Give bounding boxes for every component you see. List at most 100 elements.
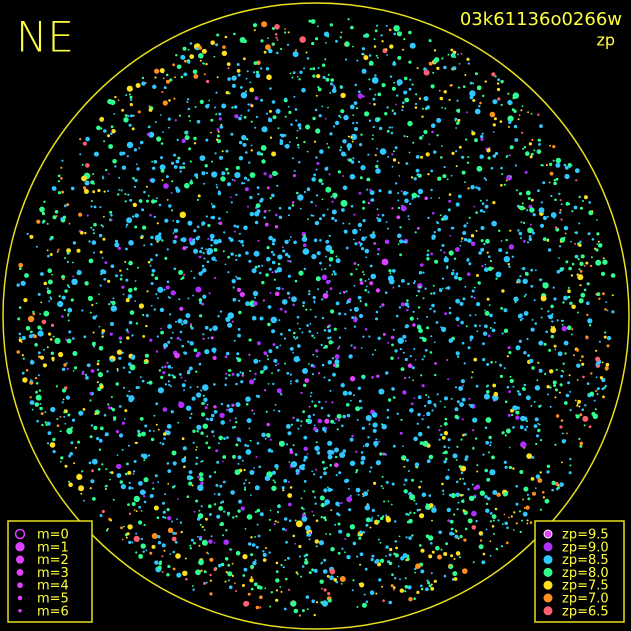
star [169, 553, 172, 555]
star [501, 523, 504, 525]
star [534, 385, 541, 391]
star [381, 40, 384, 43]
star [398, 306, 402, 309]
star [271, 372, 273, 374]
star [289, 486, 293, 489]
star [414, 106, 418, 109]
star [97, 359, 100, 363]
star [95, 315, 98, 317]
star [381, 83, 386, 88]
star [206, 435, 209, 438]
star [50, 323, 55, 327]
star [111, 408, 116, 412]
star [49, 296, 52, 299]
star [216, 514, 221, 519]
star [245, 396, 251, 403]
star [36, 419, 39, 423]
star [138, 505, 142, 509]
star [160, 142, 164, 145]
star [209, 592, 213, 596]
star [314, 220, 320, 226]
star [528, 235, 532, 238]
star [152, 482, 155, 484]
star [274, 24, 280, 30]
star [235, 443, 239, 447]
star [570, 274, 574, 277]
star [199, 537, 202, 541]
star [412, 310, 415, 313]
star [272, 238, 276, 243]
star [244, 187, 249, 192]
star [311, 510, 314, 513]
star [359, 228, 362, 231]
star [261, 159, 266, 164]
star [237, 462, 240, 465]
star [489, 327, 492, 329]
star [124, 472, 128, 476]
star [148, 380, 153, 385]
star [578, 437, 581, 440]
star [201, 539, 208, 546]
star [279, 586, 282, 588]
star [581, 408, 584, 412]
star [366, 188, 369, 191]
star [41, 319, 47, 325]
star [268, 174, 273, 179]
star [109, 332, 113, 336]
star [321, 182, 324, 186]
star [133, 185, 137, 188]
star [293, 356, 300, 363]
star [422, 271, 425, 274]
star [402, 101, 405, 104]
star [448, 306, 452, 310]
star [464, 181, 466, 184]
star [159, 307, 165, 313]
star [440, 425, 442, 427]
star [235, 275, 238, 278]
star [479, 209, 484, 213]
star [189, 547, 192, 550]
star [559, 199, 562, 202]
star [540, 307, 543, 310]
star [188, 147, 192, 151]
star [526, 420, 528, 423]
star [325, 244, 333, 252]
star [29, 234, 34, 239]
star [234, 172, 241, 179]
star [288, 328, 291, 332]
star [300, 424, 302, 427]
star [58, 351, 64, 358]
star [116, 368, 119, 370]
star [370, 198, 375, 202]
star [63, 363, 67, 367]
star [495, 277, 498, 280]
star [486, 251, 489, 254]
star [381, 423, 384, 426]
star [232, 297, 237, 302]
star [70, 186, 75, 191]
star [455, 351, 460, 356]
star [163, 183, 169, 189]
star [312, 116, 316, 121]
star [532, 213, 536, 217]
star [90, 424, 94, 427]
star [375, 310, 379, 314]
star [238, 140, 243, 145]
star [600, 271, 606, 276]
star [227, 322, 233, 328]
star [226, 436, 229, 439]
star [506, 526, 509, 530]
star [26, 232, 29, 236]
star [107, 98, 113, 105]
star [192, 294, 195, 297]
star [355, 469, 359, 472]
star [396, 94, 399, 97]
star [221, 150, 224, 153]
star [384, 112, 388, 116]
star [494, 75, 497, 78]
star [149, 213, 152, 217]
star [179, 373, 182, 376]
star [424, 287, 427, 290]
star [125, 223, 129, 226]
star [192, 69, 198, 75]
